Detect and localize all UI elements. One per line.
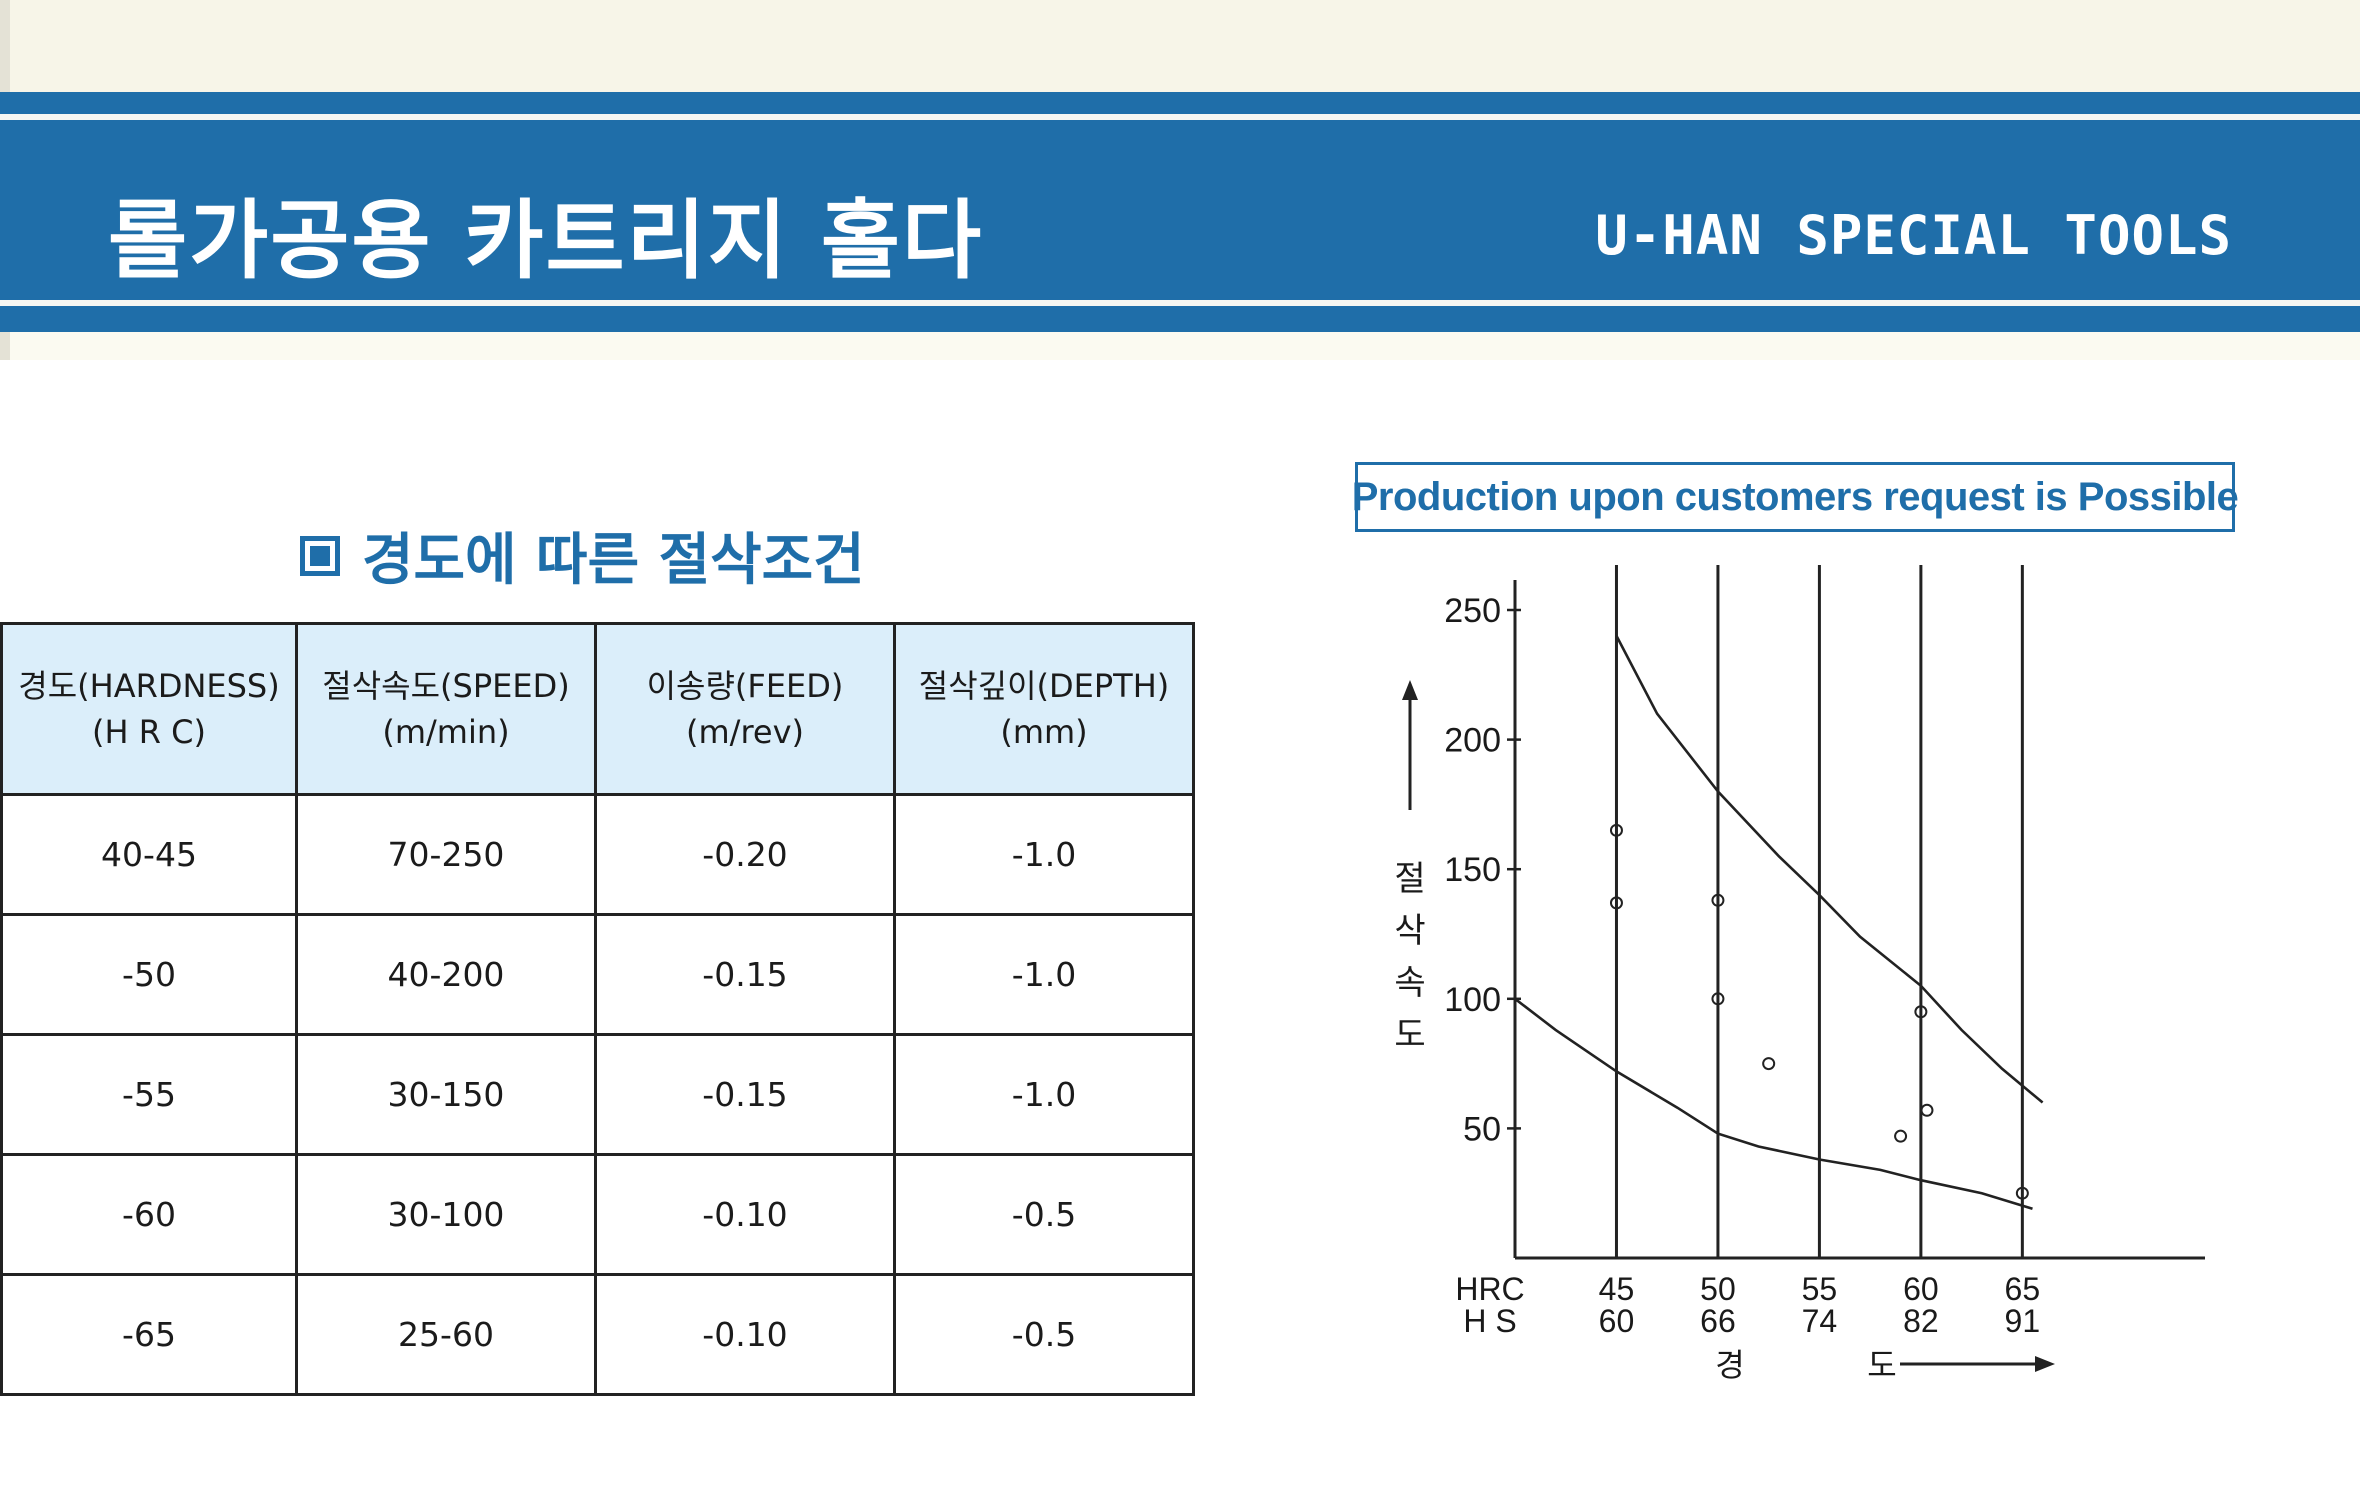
header-line: 이송량(FEED) (646, 667, 844, 705)
x-tick-label-hrc: 65 (2005, 1271, 2041, 1307)
data-point (1609, 823, 1623, 837)
table-header-row: 경도(HARDNESS) (H R C) 절삭속도(SPEED) (m/min)… (0, 622, 1195, 796)
cell-speed: 40-200 (295, 913, 597, 1036)
brand-name: U-HAN SPECIAL TOOLS (1595, 204, 2232, 267)
data-point (1711, 992, 1725, 1006)
y-axis-label-char: 도 (1394, 1016, 1425, 1054)
header-unit: (H R C) (92, 713, 206, 751)
page-title: 롤가공용 카트리지 홀다 (108, 191, 984, 291)
y-axis-label-char: 삭 (1394, 912, 1425, 950)
cell-feed: -0.10 (594, 1273, 896, 1396)
header-line: 절삭속도(SPEED) (322, 667, 570, 705)
x-axis-label-char: 경 (1715, 1347, 1744, 1383)
cell-feed: -0.20 (594, 793, 896, 916)
cell-speed: 25-60 (295, 1273, 597, 1396)
x-row-label-hs: H S (1463, 1303, 1516, 1339)
y-tick-label: 250 (1444, 592, 1501, 630)
cell-feed: -0.10 (594, 1153, 896, 1276)
data-point (1609, 896, 1623, 910)
header-feed: 이송량(FEED) (m/rev) (594, 622, 896, 796)
cell-depth: -1.0 (893, 913, 1195, 1036)
cell-depth: -0.5 (893, 1273, 1195, 1396)
series-line-2 (1514, 997, 2033, 1211)
header-hardness: 경도(HARDNESS) (H R C) (0, 622, 298, 796)
banner-rule-top (0, 114, 2360, 120)
chart-points (1609, 823, 2029, 1200)
x-tick-label-hs: 91 (2005, 1303, 2041, 1339)
banner-rule-bottom (0, 300, 2360, 306)
table-row: -50 40-200 -0.15 -1.0 (0, 913, 1195, 1036)
header-depth: 절삭깊이(DEPTH) (mm) (893, 622, 1195, 796)
cell-speed: 70-250 (295, 793, 597, 916)
cell-depth: -1.0 (893, 1033, 1195, 1156)
y-tick-label: 100 (1444, 981, 1501, 1019)
cell-speed: 30-150 (295, 1033, 597, 1156)
x-axis-label-char: 도 (1867, 1347, 1896, 1383)
data-point (2015, 1186, 2029, 1200)
y-tick-label: 50 (1463, 1110, 1501, 1148)
header-unit: (mm) (1000, 713, 1088, 751)
x-row-label-hrc: HRC (1455, 1271, 1524, 1307)
x-tick-label-hrc: 55 (1802, 1271, 1838, 1307)
cell-hardness: -60 (0, 1153, 298, 1276)
cell-depth: -1.0 (893, 793, 1195, 916)
header-speed: 절삭속도(SPEED) (m/min) (295, 622, 597, 796)
table-row: 40-45 70-250 -0.20 -1.0 (0, 793, 1195, 916)
cell-hardness: -50 (0, 913, 298, 1036)
x-tick-label-hs: 74 (1802, 1303, 1838, 1339)
cell-feed: -0.15 (594, 1033, 896, 1156)
x-tick-label-hs: 60 (1599, 1303, 1635, 1339)
cutting-conditions-table: 경도(HARDNESS) (H R C) 절삭속도(SPEED) (m/min)… (0, 622, 1195, 1396)
chart-series (1514, 635, 2044, 1211)
cell-hardness: -55 (0, 1033, 298, 1156)
y-axis-arrow-head (1402, 680, 1418, 700)
chart-axes (1507, 580, 2205, 1260)
y-tick-label: 200 (1444, 722, 1501, 760)
data-point (1920, 1103, 1934, 1117)
table-row: -60 30-100 -0.10 -0.5 (0, 1153, 1195, 1276)
data-point (1894, 1129, 1908, 1143)
cell-hardness: -65 (0, 1273, 298, 1396)
cell-speed: 30-100 (295, 1153, 597, 1276)
data-point (1914, 1005, 1928, 1019)
y-axis-label-char: 속 (1394, 964, 1425, 1002)
top-margin (0, 0, 2360, 92)
data-point (1762, 1057, 1776, 1071)
chart-grid (1614, 565, 2024, 1258)
section-heading: 경도에 따른 절삭조건 (300, 515, 865, 596)
data-point (1711, 893, 1725, 907)
x-tick-label-hrc: 60 (1903, 1271, 1939, 1307)
header-unit: (m/min) (382, 713, 510, 751)
section-title: 경도에 따른 절삭조건 (362, 528, 865, 593)
x-tick-label-hrc: 45 (1599, 1271, 1635, 1307)
x-tick-label-hs: 66 (1700, 1303, 1736, 1339)
x-tick-label-hrc: 50 (1700, 1271, 1736, 1307)
header-banner: 롤가공용 카트리지 홀다 U-HAN SPECIAL TOOLS (0, 92, 2360, 332)
y-axis-label-char: 절 (1394, 860, 1425, 898)
y-tick-label: 150 (1444, 851, 1501, 889)
series-line-1 (1615, 635, 2044, 1104)
cell-feed: -0.15 (594, 913, 896, 1036)
header-line: 경도(HARDNESS) (18, 667, 280, 705)
square-bullet-icon (300, 535, 340, 576)
cell-depth: -0.5 (893, 1153, 1195, 1276)
custom-order-note: Production upon customers request is Pos… (1352, 462, 2239, 532)
table-row: -55 30-150 -0.15 -1.0 (0, 1033, 1195, 1156)
cell-hardness: 40-45 (0, 793, 298, 916)
header-line: 절삭깊이(DEPTH) (918, 667, 1170, 705)
x-tick-label-hs: 82 (1903, 1303, 1939, 1339)
header-unit: (m/rev) (686, 713, 804, 751)
x-axis-arrow-head (2035, 1356, 2055, 1372)
table-row: -65 25-60 -0.10 -0.5 (0, 1273, 1195, 1396)
